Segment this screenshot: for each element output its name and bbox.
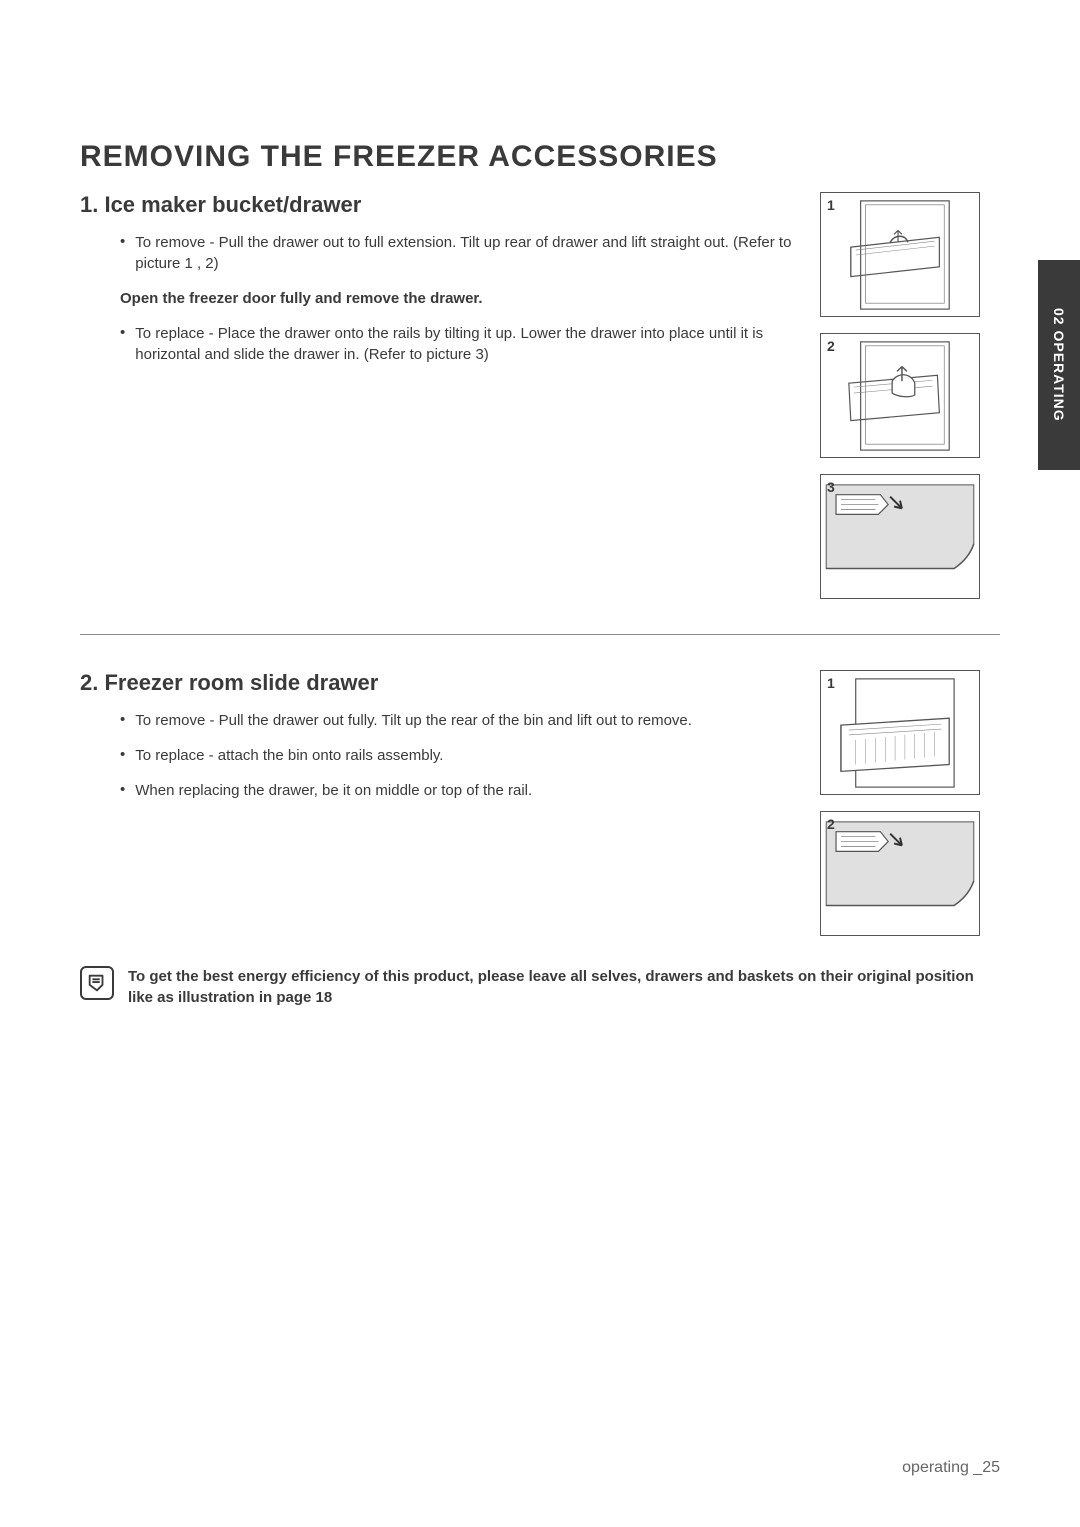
rail-illustration bbox=[821, 475, 979, 598]
bullet-text: To replace - attach the bin onto rails a… bbox=[135, 745, 443, 766]
note-block: To get the best energy efficiency of thi… bbox=[80, 966, 1000, 1008]
section2-bullet2: • To replace - attach the bin onto rails… bbox=[80, 745, 800, 766]
section1-bold-line: Open the freezer door fully and remove t… bbox=[80, 288, 800, 309]
section-ice-maker: 1. Ice maker bucket/drawer • To remove -… bbox=[80, 192, 1000, 599]
diagram-1: 1 bbox=[820, 192, 980, 317]
bullet-text: To replace - Place the drawer onto the r… bbox=[135, 323, 800, 365]
side-tab: 02 OPERATING bbox=[1038, 260, 1080, 470]
section-slide-drawer: 2. Freezer room slide drawer • To remove… bbox=[80, 670, 1000, 936]
fridge-drawer-illustration bbox=[821, 193, 979, 316]
fridge-drawer-illustration bbox=[821, 334, 979, 457]
bullet-text: When replacing the drawer, be it on midd… bbox=[135, 780, 532, 801]
bullet-text: To remove - Pull the drawer out to full … bbox=[135, 232, 800, 274]
section2-bullet1: • To remove - Pull the drawer out fully.… bbox=[80, 710, 800, 731]
page-footer: operating _25 bbox=[902, 1459, 1000, 1477]
note-icon bbox=[80, 966, 114, 1000]
section1-bullet2: • To replace - Place the drawer onto the… bbox=[80, 323, 800, 365]
section2-bullet3: • When replacing the drawer, be it on mi… bbox=[80, 780, 800, 801]
bullet-icon: • bbox=[120, 232, 125, 274]
divider bbox=[80, 634, 1000, 635]
section1-heading: 1. Ice maker bucket/drawer bbox=[80, 192, 800, 218]
diagram-number: 2 bbox=[827, 338, 835, 354]
rail-illustration bbox=[821, 812, 979, 935]
section1-bullet1: • To remove - Pull the drawer out to ful… bbox=[80, 232, 800, 274]
note-text: To get the best energy efficiency of thi… bbox=[128, 966, 1000, 1008]
diagram-s2-2: 2 bbox=[820, 811, 980, 936]
bullet-icon: • bbox=[120, 710, 125, 731]
diagram-s2-1: 1 bbox=[820, 670, 980, 795]
diagram-number: 1 bbox=[827, 675, 835, 691]
section2-heading: 2. Freezer room slide drawer bbox=[80, 670, 800, 696]
diagram-number: 2 bbox=[827, 816, 835, 832]
bullet-icon: • bbox=[120, 323, 125, 365]
bullet-icon: • bbox=[120, 745, 125, 766]
page-title: REMOVING THE FREEZER ACCESSORIES bbox=[80, 140, 1000, 174]
diagram-number: 1 bbox=[827, 197, 835, 213]
bullet-text: To remove - Pull the drawer out fully. T… bbox=[135, 710, 692, 731]
diagram-2: 2 bbox=[820, 333, 980, 458]
slide-drawer-illustration bbox=[821, 671, 979, 794]
diagram-3: 3 bbox=[820, 474, 980, 599]
bullet-icon: • bbox=[120, 780, 125, 801]
diagram-number: 3 bbox=[827, 479, 835, 495]
